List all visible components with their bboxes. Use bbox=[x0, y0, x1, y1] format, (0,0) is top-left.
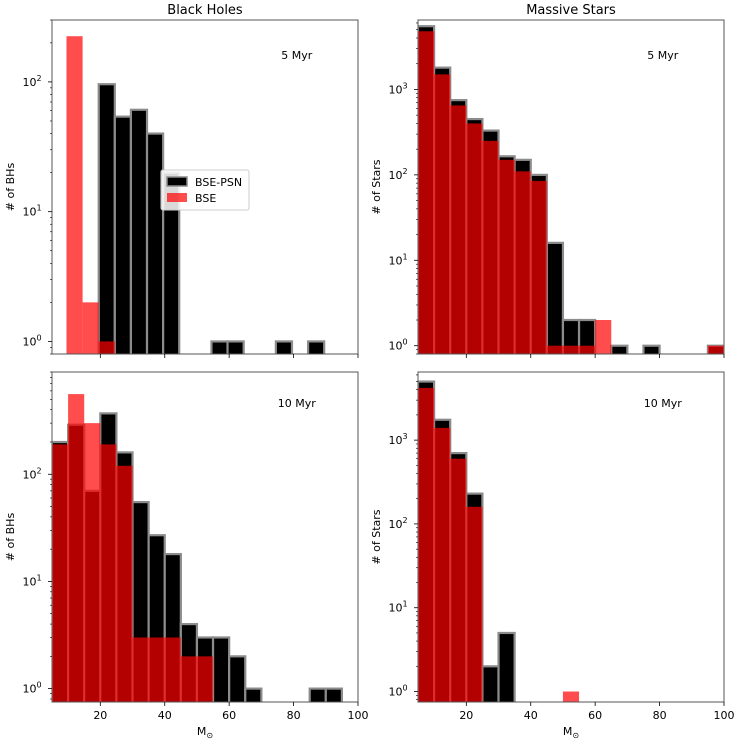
y-tick-label: 102 bbox=[22, 466, 41, 481]
bse-bar bbox=[562, 345, 580, 354]
time-annotation: 5 Myr bbox=[281, 49, 312, 62]
legend-label: BSE-PSN bbox=[195, 176, 242, 189]
time-annotation: 10 Myr bbox=[278, 397, 316, 410]
x-tick-label: 80 bbox=[653, 709, 667, 722]
y-tick-label: 101 bbox=[388, 600, 407, 615]
bse-bar bbox=[418, 31, 435, 354]
axes-frame bbox=[51, 19, 359, 355]
bse-psn-bar bbox=[228, 655, 247, 702]
bse-psn-bar bbox=[545, 241, 565, 354]
time-annotation: 5 Myr bbox=[647, 49, 678, 62]
bse-psn-bar bbox=[497, 631, 516, 702]
x-tick-label: 60 bbox=[222, 709, 236, 722]
bse-bar bbox=[66, 36, 83, 354]
bse-bar bbox=[196, 656, 214, 702]
bse-psn-bar bbox=[642, 344, 661, 354]
y-tick-label: 101 bbox=[388, 252, 407, 267]
y-tick-label: 102 bbox=[388, 167, 407, 182]
bse-psn-bar bbox=[129, 108, 149, 354]
bse-bar bbox=[434, 427, 451, 702]
bse-bar bbox=[707, 345, 724, 354]
bse-bar bbox=[418, 387, 435, 702]
bse-bar bbox=[434, 74, 451, 354]
y-axis-label: # of BHs bbox=[4, 163, 17, 212]
x-tick-label: 60 bbox=[588, 709, 602, 722]
bse-psn-bar bbox=[211, 636, 231, 702]
bse-bar bbox=[132, 637, 149, 702]
panel-title: Massive Stars bbox=[526, 3, 616, 18]
bse-bar bbox=[514, 171, 531, 354]
bse-bar bbox=[562, 691, 580, 702]
y-tick-label: 103 bbox=[388, 81, 407, 96]
bse-bar bbox=[450, 458, 467, 702]
axes-frame bbox=[51, 371, 359, 703]
bars bbox=[418, 25, 724, 354]
bse-bar bbox=[579, 345, 596, 354]
bse-psn-bar bbox=[306, 340, 326, 354]
bse-psn-legend-swatch bbox=[166, 176, 188, 187]
bse-bar bbox=[82, 302, 99, 354]
bse-psn-bar bbox=[145, 132, 165, 354]
axes-frame bbox=[417, 19, 725, 355]
bse-psn-bar bbox=[481, 665, 500, 702]
bars bbox=[66, 36, 326, 354]
bars bbox=[418, 380, 580, 702]
bars bbox=[52, 394, 343, 702]
panel-black-holes-10myr: 20 40 60 80 100 100 101 102 10 Myr # of BHs M⊙ bbox=[4, 371, 369, 740]
bse-bar bbox=[116, 465, 133, 702]
y-tick-label: 101 bbox=[22, 204, 41, 219]
bse-bar bbox=[98, 341, 115, 354]
y-tick-label: 100 bbox=[22, 333, 41, 348]
y-axis-label: # of Stars bbox=[370, 159, 383, 214]
y-tick-label: 100 bbox=[388, 338, 407, 353]
panel-massive-stars-10myr: 20 40 60 80 100 100 101 102 103 10 Myr # of Stars M… bbox=[370, 371, 735, 740]
bse-psn-bar bbox=[324, 687, 343, 702]
bse-bar bbox=[546, 345, 563, 354]
bse-bar bbox=[148, 637, 165, 702]
bse-psn-bar bbox=[97, 83, 116, 354]
x-tick-label: 80 bbox=[287, 709, 301, 722]
bse-bar bbox=[180, 656, 197, 702]
y-tick-label: 100 bbox=[22, 681, 41, 696]
x-tick-label: 100 bbox=[714, 709, 735, 722]
bse-psn-bar bbox=[274, 340, 294, 354]
x-tick-label: 20 bbox=[93, 709, 107, 722]
bse-bar bbox=[482, 140, 499, 354]
x-tick-label: 40 bbox=[158, 709, 172, 722]
x-tick-label: 100 bbox=[348, 709, 369, 722]
y-tick-label: 100 bbox=[388, 684, 407, 699]
bse-bar bbox=[530, 180, 547, 354]
time-annotation: 10 Myr bbox=[644, 397, 682, 410]
y-axis-label: # of BHs bbox=[4, 513, 17, 562]
bse-bar bbox=[84, 423, 101, 702]
x-axis-label: M⊙ bbox=[563, 725, 579, 740]
bse-bar bbox=[450, 105, 467, 354]
x-tick-label: 40 bbox=[524, 709, 538, 722]
panel-title: Black Holes bbox=[167, 3, 243, 18]
bse-bar bbox=[498, 159, 515, 354]
y-tick-label: 102 bbox=[388, 516, 407, 531]
bse-psn-bar bbox=[113, 115, 133, 354]
bse-bar bbox=[466, 123, 483, 354]
x-axis-label: M⊙ bbox=[197, 725, 213, 740]
bse-bar bbox=[595, 320, 612, 354]
legend: BSE-PSN BSE bbox=[160, 169, 250, 211]
panel-black-holes-5myr: 100 101 102 Black Holes 5 Myr # of BHs bbox=[4, 3, 359, 358]
bse-bar bbox=[466, 506, 483, 702]
y-tick-label: 101 bbox=[22, 573, 41, 588]
bse-bar bbox=[164, 637, 181, 702]
panel-massive-stars-5myr: 100 101 102 103 Massive Stars 5 Myr # of Stars bbox=[370, 3, 725, 358]
x-tick-label: 20 bbox=[459, 709, 473, 722]
bse-psn-bar bbox=[226, 340, 245, 354]
bse-bar bbox=[100, 444, 117, 702]
y-tick-label: 103 bbox=[388, 432, 407, 447]
bse-legend-swatch bbox=[167, 193, 187, 202]
bse-bar bbox=[68, 394, 85, 702]
bse-psn-bar bbox=[244, 687, 263, 702]
y-axis-label: # of Stars bbox=[370, 509, 383, 564]
bse-bar bbox=[52, 444, 69, 702]
legend-label: BSE bbox=[195, 192, 216, 205]
y-tick-label: 102 bbox=[22, 74, 41, 89]
